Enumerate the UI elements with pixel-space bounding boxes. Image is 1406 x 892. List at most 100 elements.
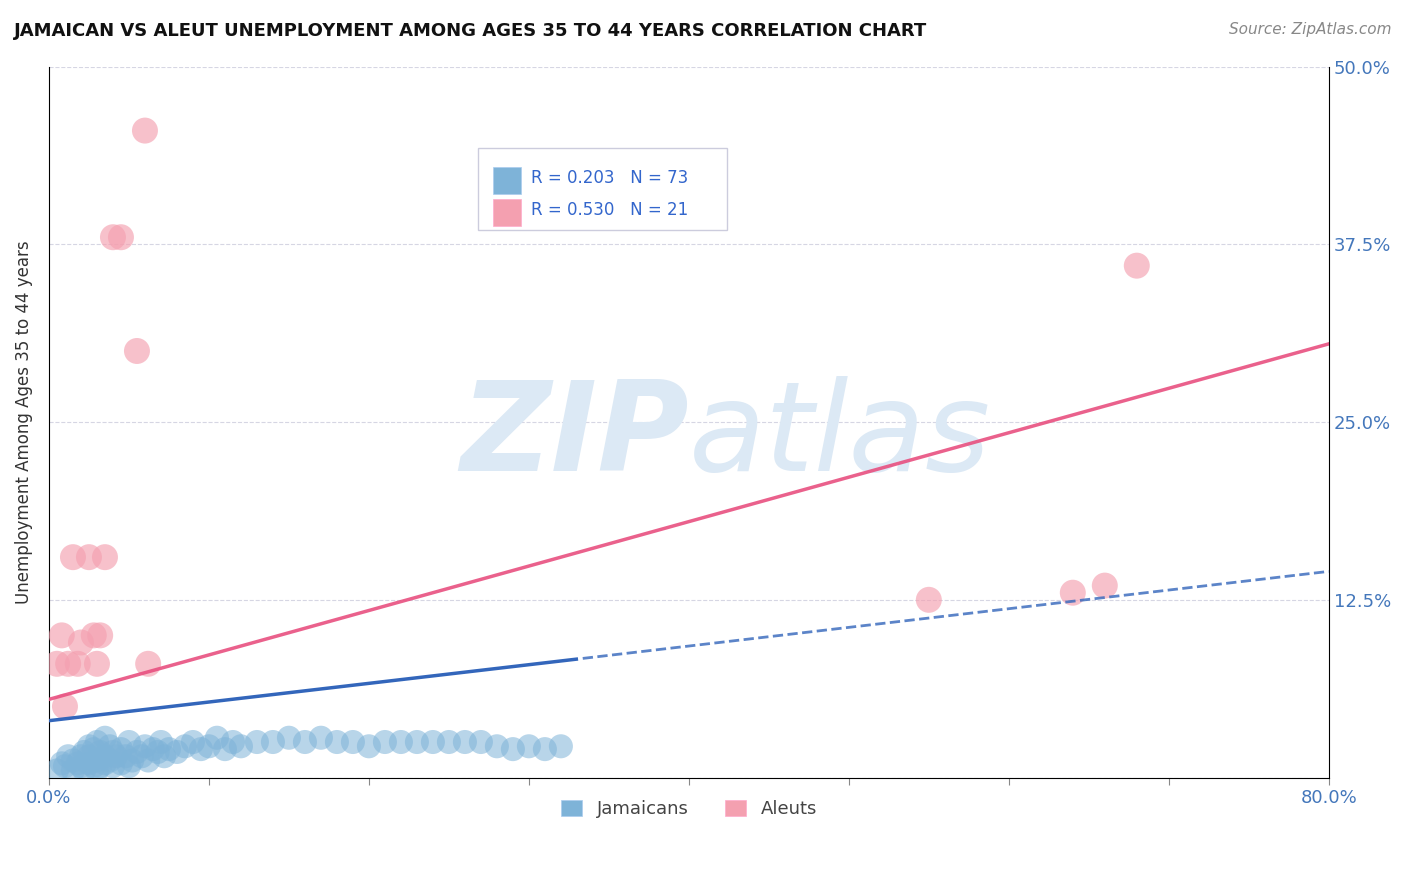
Point [309,731,332,745]
Point [62,754,84,768]
Point [146,745,169,759]
Point [470,735,492,749]
Point [134,123,156,137]
FancyBboxPatch shape [494,199,522,226]
Text: R = 0.530   N = 21: R = 0.530 N = 21 [531,202,689,219]
Point [502,742,524,756]
Text: Source: ZipAtlas.com: Source: ZipAtlas.com [1229,22,1392,37]
FancyBboxPatch shape [494,167,522,194]
Legend: Jamaicans, Aleuts: Jamaicans, Aleuts [554,793,824,825]
Point [374,735,396,749]
Point [1126,259,1149,273]
Point [98,754,121,768]
Text: JAMAICAN VS ALEUT UNEMPLOYMENT AMONG AGES 35 TO 44 YEARS CORRELATION CHART: JAMAICAN VS ALEUT UNEMPLOYMENT AMONG AGE… [14,22,928,40]
Point [56,749,79,764]
Point [83,628,105,642]
Point [174,739,197,754]
Point [118,735,141,749]
Y-axis label: Unemployment Among Ages 35 to 44 years: Unemployment Among Ages 35 to 44 years [15,240,32,604]
Point [77,550,100,565]
Point [51,756,73,771]
Point [1062,585,1084,599]
Point [110,756,132,771]
Point [136,657,159,671]
Point [53,759,76,773]
Point [422,735,444,749]
Point [101,745,124,759]
Point [86,657,108,671]
Point [205,731,228,745]
Point [485,739,508,754]
Text: ZIP: ZIP [460,376,689,497]
Point [86,754,108,768]
Point [222,735,245,749]
Point [125,745,148,759]
Point [94,550,117,565]
Point [198,739,221,754]
Point [56,657,79,671]
Point [246,735,269,749]
Point [125,343,148,358]
Point [73,764,96,778]
Point [134,739,156,754]
Point [110,230,132,244]
FancyBboxPatch shape [478,148,727,230]
Point [114,749,136,764]
Point [153,749,176,764]
Point [342,735,364,749]
Point [70,635,93,649]
Point [73,745,96,759]
Point [101,759,124,773]
Point [534,742,557,756]
Point [157,742,180,756]
Point [326,735,349,749]
Point [89,759,111,773]
Point [70,749,93,764]
Point [62,550,84,565]
Point [62,764,84,778]
Point [86,735,108,749]
Point [77,756,100,771]
Point [94,731,117,745]
Point [101,230,124,244]
Point [66,756,89,771]
Point [94,749,117,764]
Point [437,735,460,749]
Point [214,742,236,756]
Point [550,739,572,754]
Point [121,754,143,768]
Point [51,628,73,642]
Point [406,735,429,749]
Point [83,759,105,773]
Point [70,759,93,773]
Point [389,735,412,749]
Text: R = 0.203   N = 73: R = 0.203 N = 73 [531,169,689,187]
Point [98,739,121,754]
Point [83,742,105,756]
Point [190,742,212,756]
Point [77,739,100,754]
Point [357,739,380,754]
Point [229,739,252,754]
Point [66,657,89,671]
Point [262,735,284,749]
Point [105,749,128,764]
Point [89,628,111,642]
Point [94,756,117,771]
Point [149,735,172,749]
Point [918,592,941,607]
Point [46,764,69,778]
Point [53,699,76,714]
Point [77,749,100,764]
Point [46,657,69,671]
Point [136,754,159,768]
Point [517,739,540,754]
Point [131,749,153,764]
Point [86,764,108,778]
Point [294,735,316,749]
Point [110,742,132,756]
Point [142,742,165,756]
Point [166,745,188,759]
Text: atlas: atlas [689,376,991,497]
Point [118,759,141,773]
